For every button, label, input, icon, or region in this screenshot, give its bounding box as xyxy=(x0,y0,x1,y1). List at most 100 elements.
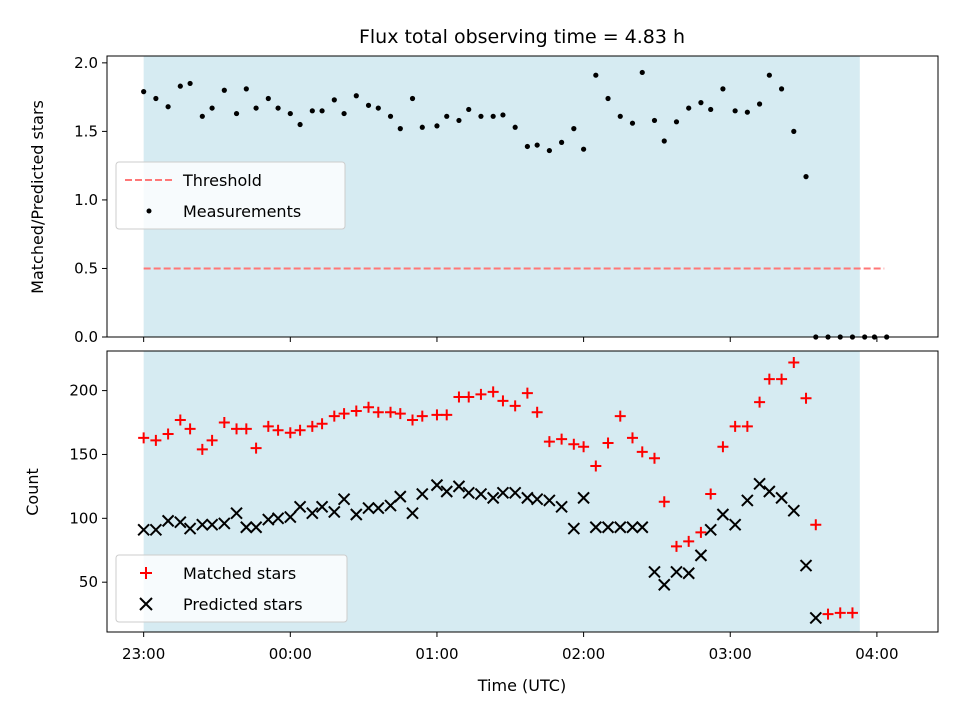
measurement-point xyxy=(698,100,704,106)
predicted-star-point xyxy=(337,492,351,506)
predicted-star-point xyxy=(775,491,788,505)
predicted-star-point xyxy=(577,491,590,505)
matched-star-point xyxy=(306,420,318,432)
matched-star-point xyxy=(162,428,174,440)
matched-star-point xyxy=(475,388,487,400)
matched-star-point xyxy=(250,442,262,454)
top-plot-frame xyxy=(106,55,939,338)
predicted-star-point xyxy=(416,487,429,501)
matched-star-point xyxy=(834,607,846,619)
predicted-star-point xyxy=(262,513,275,526)
predicted-star-point xyxy=(183,522,197,535)
measurement-point xyxy=(165,104,171,110)
matched-star-point xyxy=(822,608,834,620)
top-y-label: Matched/Predicted stars xyxy=(28,100,47,294)
bottom-plot-frame xyxy=(106,350,939,633)
measurement-point xyxy=(629,120,636,126)
matched-star-point xyxy=(800,392,812,404)
predicted-legend-marker xyxy=(139,597,153,611)
predicted-star-point xyxy=(589,521,603,534)
predicted-star-point xyxy=(196,518,209,531)
predicted-star-point xyxy=(648,565,661,579)
predicted-star-point xyxy=(205,518,219,531)
matched-star-point xyxy=(453,391,465,403)
predicted-star-point xyxy=(508,486,522,499)
bottom-y-tick-label: 200 xyxy=(69,382,98,400)
matched-star-point xyxy=(578,441,590,453)
predicted-star-point xyxy=(741,494,754,507)
measurement-point xyxy=(153,95,159,102)
predicted-star-point xyxy=(240,521,253,534)
matched-star-point xyxy=(350,405,362,417)
predicted-star-point xyxy=(567,522,581,535)
top-y-axis: 0.0 0.5 1.0 1.5 2.0 xyxy=(74,54,107,346)
matched-star-point xyxy=(262,420,274,432)
predicted-star-point xyxy=(496,486,510,499)
measurement-point xyxy=(221,87,227,93)
measurement-point xyxy=(686,105,692,111)
measurement-point xyxy=(253,105,259,111)
predicted-star-point xyxy=(670,565,683,579)
bottom-marks xyxy=(137,356,858,625)
matched-star-point xyxy=(695,526,707,538)
measurement-point xyxy=(177,83,183,89)
predicted-star-point xyxy=(530,492,544,506)
matched-star-point xyxy=(184,423,196,435)
predicted-star-point xyxy=(614,521,627,534)
matched-star-point xyxy=(776,373,788,385)
matched-star-point xyxy=(614,410,626,422)
x-tick-label: 23:00 xyxy=(122,645,165,663)
top-y-tick-label: 1.5 xyxy=(74,122,98,140)
predicted-star-point xyxy=(462,486,475,499)
top-marks xyxy=(141,69,890,340)
matched-star-point xyxy=(556,433,568,445)
matched-star-point xyxy=(497,395,509,407)
predicted-star-point xyxy=(716,508,730,521)
measurement-point xyxy=(524,143,530,150)
predicted-legend-label: Predicted stars xyxy=(183,595,303,614)
measurement-point xyxy=(319,108,325,114)
top-y-tick-label: 2.0 xyxy=(74,54,98,72)
predicted-star-point xyxy=(763,485,776,498)
matched-star-point xyxy=(363,401,375,413)
x-tick-label: 03:00 xyxy=(709,645,752,663)
predicted-star-point xyxy=(430,478,444,492)
measurement-point xyxy=(466,106,472,113)
measurement-point xyxy=(708,106,714,113)
matched-star-point xyxy=(206,434,218,446)
predicted-star-point xyxy=(350,508,363,521)
measurement-point xyxy=(275,105,281,111)
measurement-point xyxy=(791,128,797,134)
bottom-legend: Matched stars Predicted stars xyxy=(115,554,348,623)
bottom-legend-box xyxy=(115,554,348,623)
matched-star-point xyxy=(626,432,638,444)
measurement-point xyxy=(199,113,205,119)
matched-star-point xyxy=(788,356,800,368)
matched-star-point xyxy=(231,423,243,435)
matched-star-point xyxy=(316,418,328,430)
measurement-point xyxy=(233,110,240,117)
measurement-point xyxy=(512,124,518,130)
matched-star-point xyxy=(754,396,766,408)
measurement-point xyxy=(187,80,193,87)
matched-star-point xyxy=(648,452,660,464)
x-tick-label: 04:00 xyxy=(855,645,898,663)
matched-star-point xyxy=(741,420,753,432)
measurement-point xyxy=(375,105,381,111)
measurement-point xyxy=(387,113,394,119)
x-tick-label: 02:00 xyxy=(562,645,605,663)
predicted-star-point xyxy=(543,494,556,507)
predicted-star-point xyxy=(271,512,285,525)
measurement-point xyxy=(490,113,496,119)
matched-star-point xyxy=(150,434,162,446)
predicted-star-point xyxy=(230,507,243,520)
matched-star-point xyxy=(407,414,419,426)
predicted-star-point xyxy=(799,559,813,572)
matched-star-point xyxy=(338,408,350,420)
bottom-y-tick-label: 150 xyxy=(69,445,98,463)
x-axis-label: Time (UTC) xyxy=(477,676,566,695)
matched-star-point xyxy=(240,423,252,435)
matched-star-point xyxy=(394,408,406,420)
chart-title: Flux total observing time = 4.83 h xyxy=(359,26,685,48)
measurement-point xyxy=(673,119,680,125)
